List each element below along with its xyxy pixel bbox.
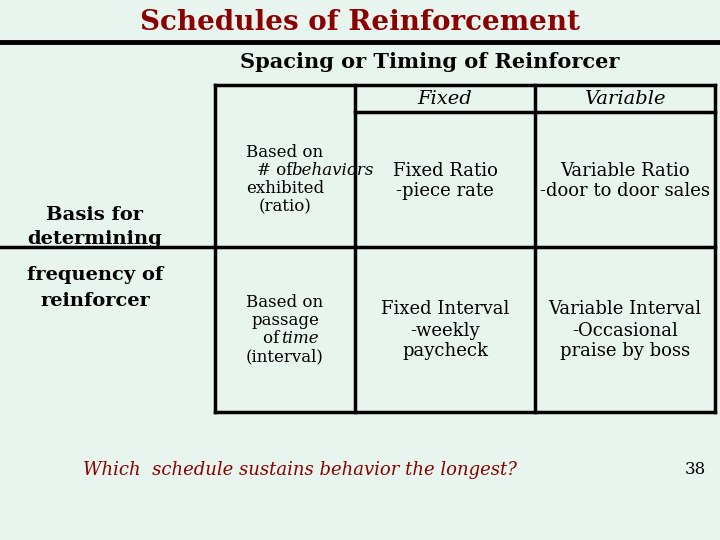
Text: Fixed Interval: Fixed Interval (381, 300, 509, 319)
Text: Fixed Ratio: Fixed Ratio (392, 161, 498, 179)
Text: exhibited: exhibited (246, 180, 324, 197)
Text: -piece rate: -piece rate (396, 181, 494, 199)
Text: of: of (263, 330, 284, 347)
Text: (interval): (interval) (246, 348, 324, 365)
Text: reinforcer: reinforcer (40, 292, 150, 310)
Text: paycheck: paycheck (402, 342, 488, 361)
Text: Which  schedule sustains behavior the longest?: Which schedule sustains behavior the lon… (83, 461, 517, 479)
Text: Fixed: Fixed (418, 90, 472, 107)
Text: -door to door sales: -door to door sales (540, 181, 710, 199)
Text: determining: determining (27, 230, 163, 248)
Text: Basis for: Basis for (47, 206, 143, 224)
Text: Based on: Based on (246, 294, 323, 311)
Text: Variable Interval: Variable Interval (549, 300, 701, 319)
Text: Variable: Variable (584, 90, 666, 107)
Text: time: time (281, 330, 319, 347)
Text: Variable Ratio: Variable Ratio (560, 161, 690, 179)
Text: frequency of: frequency of (27, 266, 163, 284)
Text: -weekly: -weekly (410, 322, 480, 341)
Text: -Occasional: -Occasional (572, 322, 678, 341)
Text: passage: passage (251, 312, 319, 329)
Text: Schedules of Reinforcement: Schedules of Reinforcement (140, 9, 580, 36)
Text: Spacing or Timing of Reinforcer: Spacing or Timing of Reinforcer (240, 52, 620, 72)
Text: praise by boss: praise by boss (560, 342, 690, 361)
Text: Based on: Based on (246, 144, 323, 161)
Text: # of: # of (257, 162, 297, 179)
Text: (ratio): (ratio) (258, 198, 312, 215)
Text: behaviors: behaviors (291, 162, 374, 179)
Text: 38: 38 (685, 462, 706, 478)
